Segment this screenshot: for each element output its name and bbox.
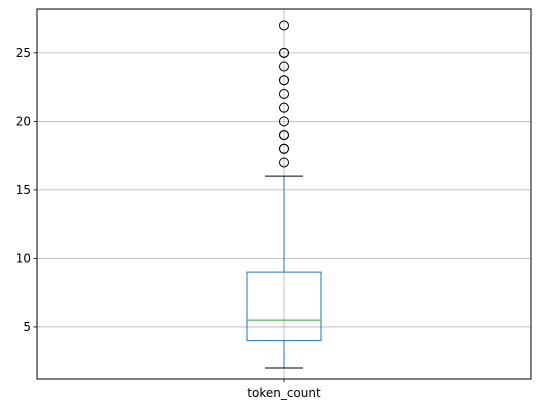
outlier-point	[279, 47, 289, 58]
outlier-point	[279, 75, 289, 86]
outlier-point	[279, 130, 289, 141]
outlier-point	[279, 88, 289, 99]
plot-area	[246, 20, 322, 369]
outlier-point	[279, 116, 289, 127]
y-tick-label: 10	[16, 252, 31, 266]
y-tick-label: 25	[16, 46, 31, 60]
y-tick-label: 15	[16, 183, 31, 197]
outlier-point	[279, 20, 289, 31]
y-tick-label: 20	[16, 115, 31, 129]
axis-ticks: 5 10 15 20 25 token_count	[16, 46, 321, 400]
iqr-box	[246, 271, 322, 342]
outlier-point	[279, 102, 289, 113]
x-tick-label: token_count	[247, 386, 321, 400]
outlier-point	[279, 61, 289, 72]
outlier-point	[279, 143, 289, 154]
y-tick-label: 5	[23, 320, 31, 334]
outlier-point	[279, 157, 289, 168]
